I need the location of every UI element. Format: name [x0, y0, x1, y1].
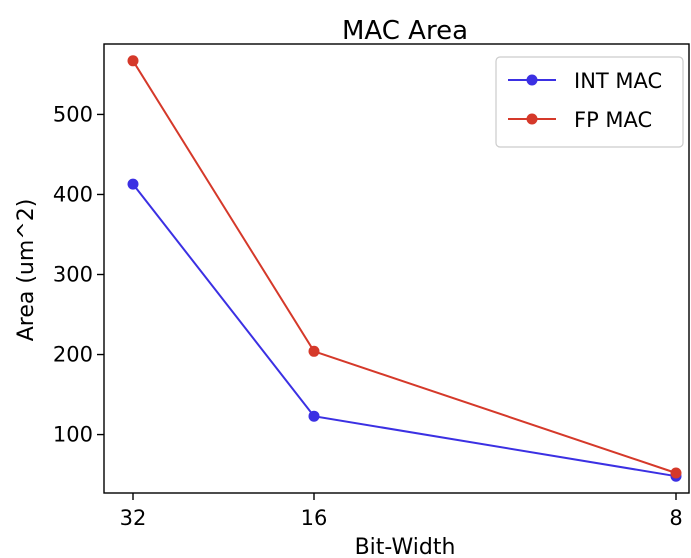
data-point-int-mac	[308, 410, 320, 422]
legend-marker-fp-mac	[526, 113, 538, 125]
data-point-int-mac	[127, 178, 139, 190]
y-tick-label: 400	[53, 182, 93, 206]
y-axis-label: Area (um^2)	[14, 199, 39, 342]
x-tick-label: 32	[120, 506, 147, 530]
y-tick-label: 300	[53, 263, 93, 287]
y-tick-label: 200	[53, 343, 93, 367]
x-axis-ticks: 32 16 8	[120, 493, 683, 530]
y-tick-label: 100	[53, 423, 93, 447]
y-tick-label: 500	[53, 102, 93, 126]
legend-label-int-mac: INT MAC	[574, 69, 662, 93]
data-point-fp-mac	[127, 55, 139, 67]
legend-label-fp-mac: FP MAC	[574, 108, 652, 132]
chart-title: MAC Area	[342, 16, 468, 46]
data-point-fp-mac	[308, 345, 320, 357]
series-layer	[127, 55, 682, 482]
legend-marker-int-mac	[526, 74, 538, 86]
x-axis-label: Bit-Width	[355, 535, 456, 558]
x-tick-label: 16	[301, 506, 328, 530]
x-tick-label: 8	[669, 506, 682, 530]
legend: INT MAC FP MAC	[495, 56, 684, 148]
data-point-fp-mac	[670, 467, 682, 479]
y-axis-ticks: 100 200 300 400 500	[53, 102, 104, 447]
